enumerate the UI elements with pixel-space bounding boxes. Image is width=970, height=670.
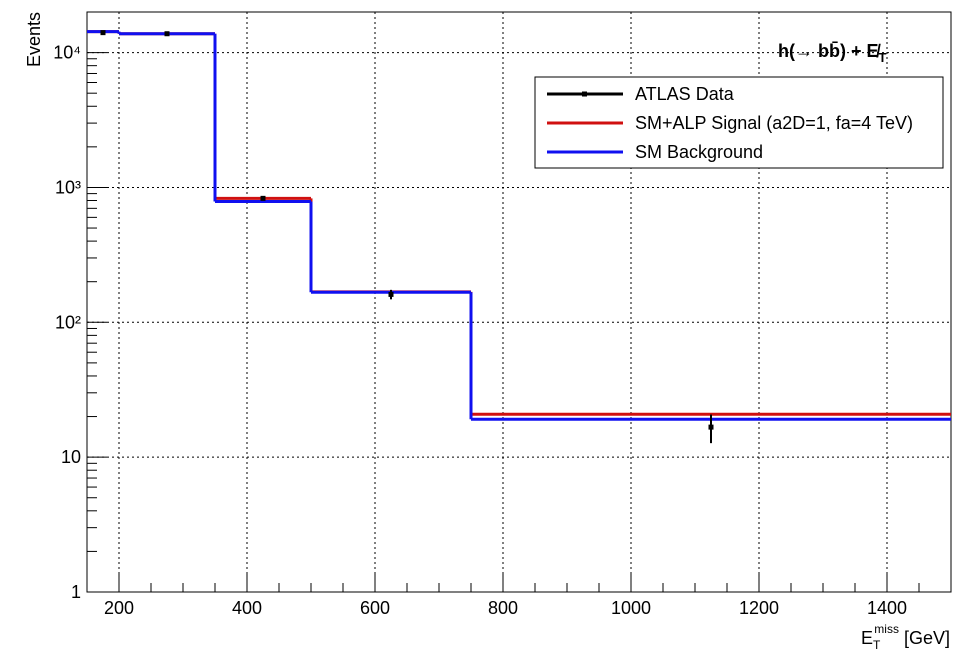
data-point — [388, 291, 394, 297]
plot-frame — [86, 11, 952, 593]
y-axis-label: Events — [24, 12, 44, 67]
y-tick-label: 10⁴ — [53, 43, 81, 63]
annotation-text: h(→ bb̄) + E̸ — [778, 41, 881, 61]
x-label-sup: miss — [874, 622, 899, 636]
x-tick-label: 200 — [104, 598, 134, 618]
x-tick-label: 1000 — [611, 598, 651, 618]
legend-label: SM+ALP Signal (a2D=1, fa=4 TeV) — [635, 113, 913, 133]
y-tick-label: 10 — [61, 447, 81, 467]
y-tick-label: 10³ — [55, 177, 81, 197]
legend-marker — [582, 91, 587, 97]
annotation: h(→ bb̄) + E̸T — [778, 41, 887, 65]
data-point — [100, 30, 106, 36]
x-axis-label: ETmiss [GeV] — [861, 622, 950, 652]
x-label-unit: [GeV] — [899, 628, 950, 648]
x-tick-label: 1200 — [739, 598, 779, 618]
y-tick-label: 1 — [71, 582, 81, 602]
y-tick-label: 10² — [55, 312, 81, 332]
data-point — [708, 424, 714, 430]
x-label-sub: T — [873, 638, 881, 652]
x-tick-label: 800 — [488, 598, 518, 618]
data-point — [260, 195, 266, 201]
legend-label: SM Background — [635, 142, 763, 162]
x-tick-label: 400 — [232, 598, 262, 618]
x-tick-label: 1400 — [867, 598, 907, 618]
data-point — [164, 31, 170, 37]
x-tick-label: 600 — [360, 598, 390, 618]
legend-label: ATLAS Data — [635, 84, 735, 104]
annotation-sub: T — [879, 50, 887, 65]
x-label-main: E — [861, 628, 873, 648]
